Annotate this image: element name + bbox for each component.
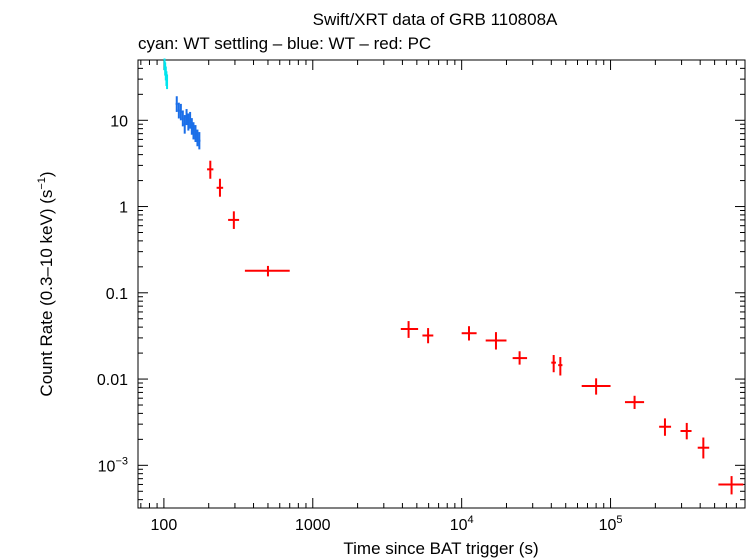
y-axis-label: Count Rate (0.3–10 keV) (s−1) [36,171,56,396]
data-point [581,378,611,395]
x-tick-label: 1000 [295,517,331,534]
data-point [198,132,201,150]
data-point [166,74,169,90]
data-point [422,328,434,344]
series-wt [175,96,201,150]
x-tick-label-exponent: 5 [616,514,622,526]
data-point [558,357,563,376]
data-point [461,326,477,341]
plot-frame [137,59,746,509]
x-axis-label: Time since BAT trigger (s) [343,539,538,558]
data-point [512,351,528,365]
data-point [189,111,192,129]
y-axis-label-exponent: −1 [36,177,48,190]
data-point [624,395,645,409]
data-point [551,355,556,373]
data-point [659,418,672,436]
x-tick-label-exponent: 4 [467,514,473,526]
data-point [183,115,186,134]
data-point [194,125,197,143]
y-axis-label-close: ) [37,171,56,177]
data-point [485,332,507,350]
data-point [400,321,419,338]
y-tick-label-exponent: −3 [115,455,128,467]
data-point [718,476,744,495]
data-point [190,118,193,135]
data-point [244,265,290,277]
data-point [697,437,710,459]
chart-subtitle: cyan: WT settling – blue: WT – red: PC [138,34,431,53]
axis-ticks [138,59,746,508]
data-point [185,109,188,126]
data-point [181,110,184,127]
data-point [175,96,178,112]
x-tick-label-base: 10 [599,517,617,534]
y-tick-label: 1 [119,200,128,217]
data-point [179,103,182,121]
series-wt-settling [163,58,169,90]
y-tick-label: 10 [110,113,128,130]
x-tick-label: 100 [151,517,178,534]
y-tick-label: 10−3 [98,455,128,475]
data-point [196,129,199,147]
x-tick-label-base: 10 [450,517,468,534]
series-pc [207,160,744,495]
x-tick-label: 104 [450,514,474,534]
chart-title: Swift/XRT data of GRB 110808A [313,10,558,29]
data-point [216,178,224,197]
y-tick-label: 0.1 [106,286,128,303]
x-tick-labels: 100 1000 104 105 [151,514,623,534]
data-point [680,422,692,440]
data-point [177,102,180,119]
data-point [228,211,240,229]
y-tick-label-base: 10 [98,458,116,475]
data-point [187,113,190,131]
data-points [163,58,744,495]
data-point [207,160,214,179]
data-point [192,122,195,140]
y-tick-label: 0.01 [97,372,128,389]
y-axis-label-text: Count Rate (0.3–10 keV) (s [37,190,56,397]
x-tick-label: 105 [599,514,623,534]
